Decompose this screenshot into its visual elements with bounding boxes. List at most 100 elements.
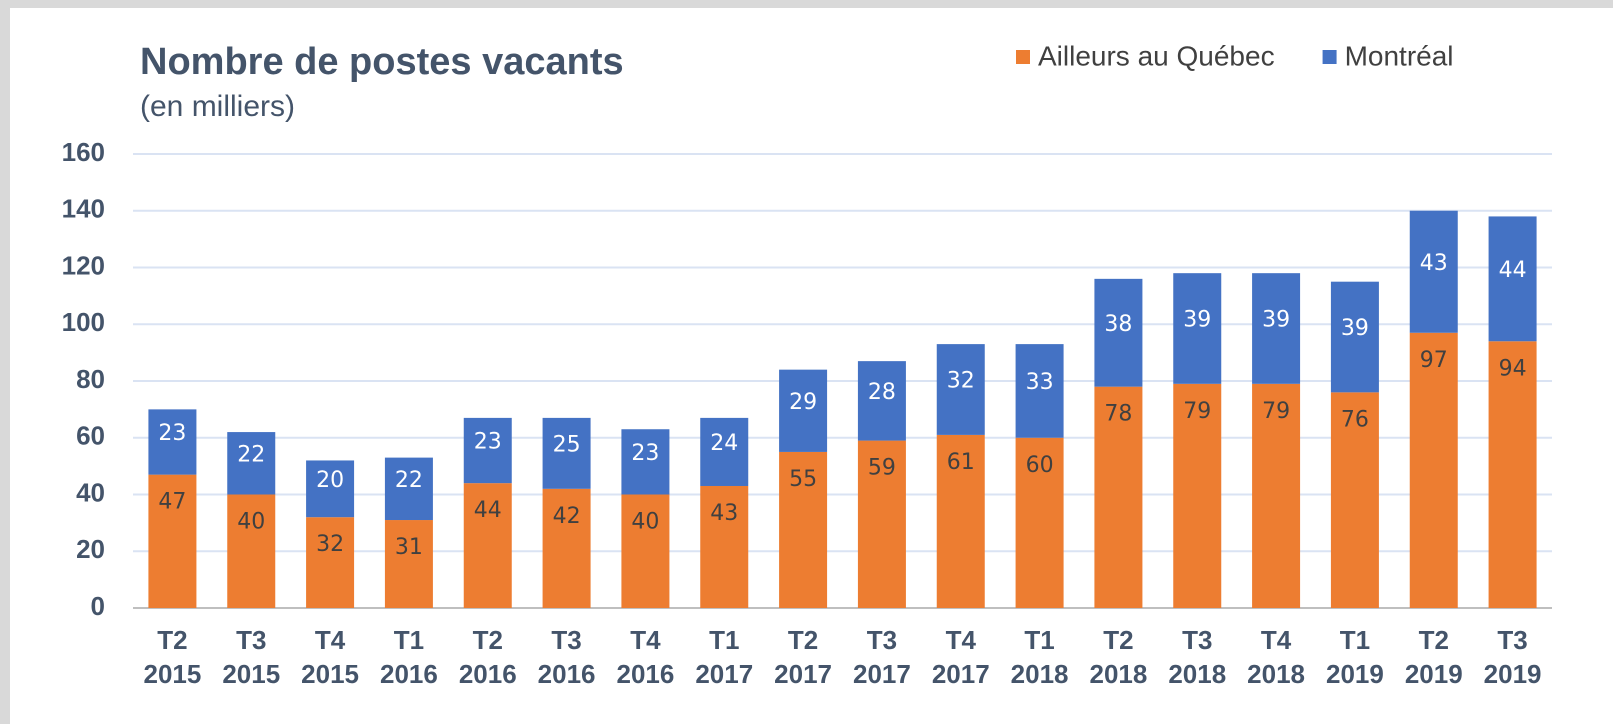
x-tick-label: T1 2018 — [1011, 625, 1069, 689]
data-label: 97 — [1420, 348, 1448, 373]
bar-segment — [700, 485, 749, 608]
data-label: 23 — [158, 421, 186, 446]
data-label: 39 — [1262, 308, 1290, 333]
data-label: 44 — [474, 498, 502, 523]
data-label: 40 — [631, 510, 659, 535]
legend-label: Montréal — [1345, 40, 1454, 71]
data-label: 39 — [1341, 316, 1369, 341]
bar-segment — [936, 344, 985, 435]
data-label: 25 — [553, 432, 581, 457]
data-label: 28 — [868, 380, 896, 405]
data-label: 33 — [1026, 370, 1054, 395]
bar-segment — [227, 494, 276, 608]
bar-segment — [1488, 216, 1537, 342]
x-tick-label: T2 2018 — [1089, 625, 1147, 689]
bar-segment — [306, 460, 355, 518]
data-label: 23 — [631, 441, 659, 466]
bar-segment — [621, 494, 670, 608]
bar-segment — [1330, 392, 1379, 608]
bar-segment — [621, 429, 670, 495]
bar-segment — [463, 417, 512, 484]
bar-segment — [1173, 383, 1222, 608]
data-label: 76 — [1341, 407, 1369, 432]
data-label: 60 — [1026, 453, 1054, 478]
x-tick-label: T3 2017 — [853, 625, 911, 689]
y-tick-label: 60 — [76, 421, 105, 451]
data-label: 79 — [1262, 399, 1290, 424]
bar-segment — [542, 417, 591, 489]
legend-swatch — [1016, 50, 1030, 64]
data-label: 20 — [316, 468, 344, 493]
bar-segment — [1015, 344, 1064, 438]
data-label: 47 — [158, 490, 186, 515]
x-tick-label: T2 2015 — [143, 625, 201, 689]
data-label: 79 — [1183, 399, 1211, 424]
x-tick-label: T3 2018 — [1168, 625, 1226, 689]
data-label: 42 — [553, 504, 581, 529]
data-label: 61 — [947, 450, 975, 475]
data-label: 29 — [789, 390, 817, 415]
bar-segment — [384, 520, 433, 608]
y-tick-label: 0 — [91, 591, 105, 621]
bar-segment — [306, 517, 355, 608]
y-tick-label: 160 — [62, 137, 105, 167]
bar-segment — [1409, 210, 1458, 333]
y-tick-label: 20 — [76, 534, 105, 564]
data-label: 40 — [237, 510, 265, 535]
x-tick-label: T2 2017 — [774, 625, 832, 689]
data-label: 39 — [1183, 308, 1211, 333]
bar-segment — [1252, 273, 1301, 384]
bar-segment — [463, 483, 512, 608]
bar-segment — [542, 488, 591, 608]
x-tick-label: T4 2016 — [616, 625, 674, 689]
x-tick-label: T4 2017 — [932, 625, 990, 689]
chart-title: Nombre de postes vacants — [140, 41, 624, 83]
bar-segment — [857, 440, 906, 608]
bar-segment — [857, 361, 906, 441]
data-label: 22 — [237, 442, 265, 467]
y-tick-label: 120 — [62, 250, 105, 280]
bar-segment — [1488, 341, 1537, 608]
data-label: 22 — [395, 468, 423, 493]
bar-segment — [148, 474, 197, 608]
bar-segment — [1173, 273, 1222, 384]
bar-segment — [1409, 332, 1458, 608]
data-label: 43 — [710, 501, 738, 526]
data-label: 38 — [1104, 312, 1132, 337]
y-tick-label: 100 — [62, 307, 105, 337]
bar-segment — [148, 409, 197, 475]
bar-segment — [1015, 437, 1064, 608]
x-tick-label: T2 2019 — [1405, 625, 1463, 689]
x-tick-label: T1 2019 — [1326, 625, 1384, 689]
bar-segment — [384, 457, 433, 521]
bar-segment — [227, 432, 276, 495]
chart-subtitle: (en milliers) — [140, 90, 295, 123]
y-tick-label: 140 — [62, 194, 105, 224]
x-tick-label: T3 2019 — [1484, 625, 1542, 689]
legend-label: Ailleurs au Québec — [1038, 40, 1275, 71]
data-label: 24 — [710, 431, 738, 456]
bar-segment — [779, 451, 828, 608]
bar-segment — [936, 434, 985, 608]
x-tick-label: T3 2015 — [222, 625, 280, 689]
x-tick-label: T2 2016 — [459, 625, 517, 689]
data-label: 78 — [1104, 402, 1132, 427]
y-tick-label: 40 — [76, 477, 105, 507]
data-label: 31 — [395, 535, 423, 560]
bar-segment — [1094, 278, 1143, 387]
data-label: 59 — [868, 456, 896, 481]
data-label: 32 — [947, 369, 975, 394]
data-label: 43 — [1420, 251, 1448, 276]
bar-segment — [1252, 383, 1301, 608]
bar-segment — [700, 417, 749, 486]
data-label: 32 — [316, 532, 344, 557]
x-tick-label: T4 2015 — [301, 625, 359, 689]
x-tick-label: T4 2018 — [1247, 625, 1305, 689]
y-tick-label: 80 — [76, 364, 105, 394]
data-label: 23 — [474, 430, 502, 455]
x-tick-label: T3 2016 — [538, 625, 596, 689]
bar-segment — [1094, 386, 1143, 608]
data-label: 94 — [1499, 356, 1527, 381]
